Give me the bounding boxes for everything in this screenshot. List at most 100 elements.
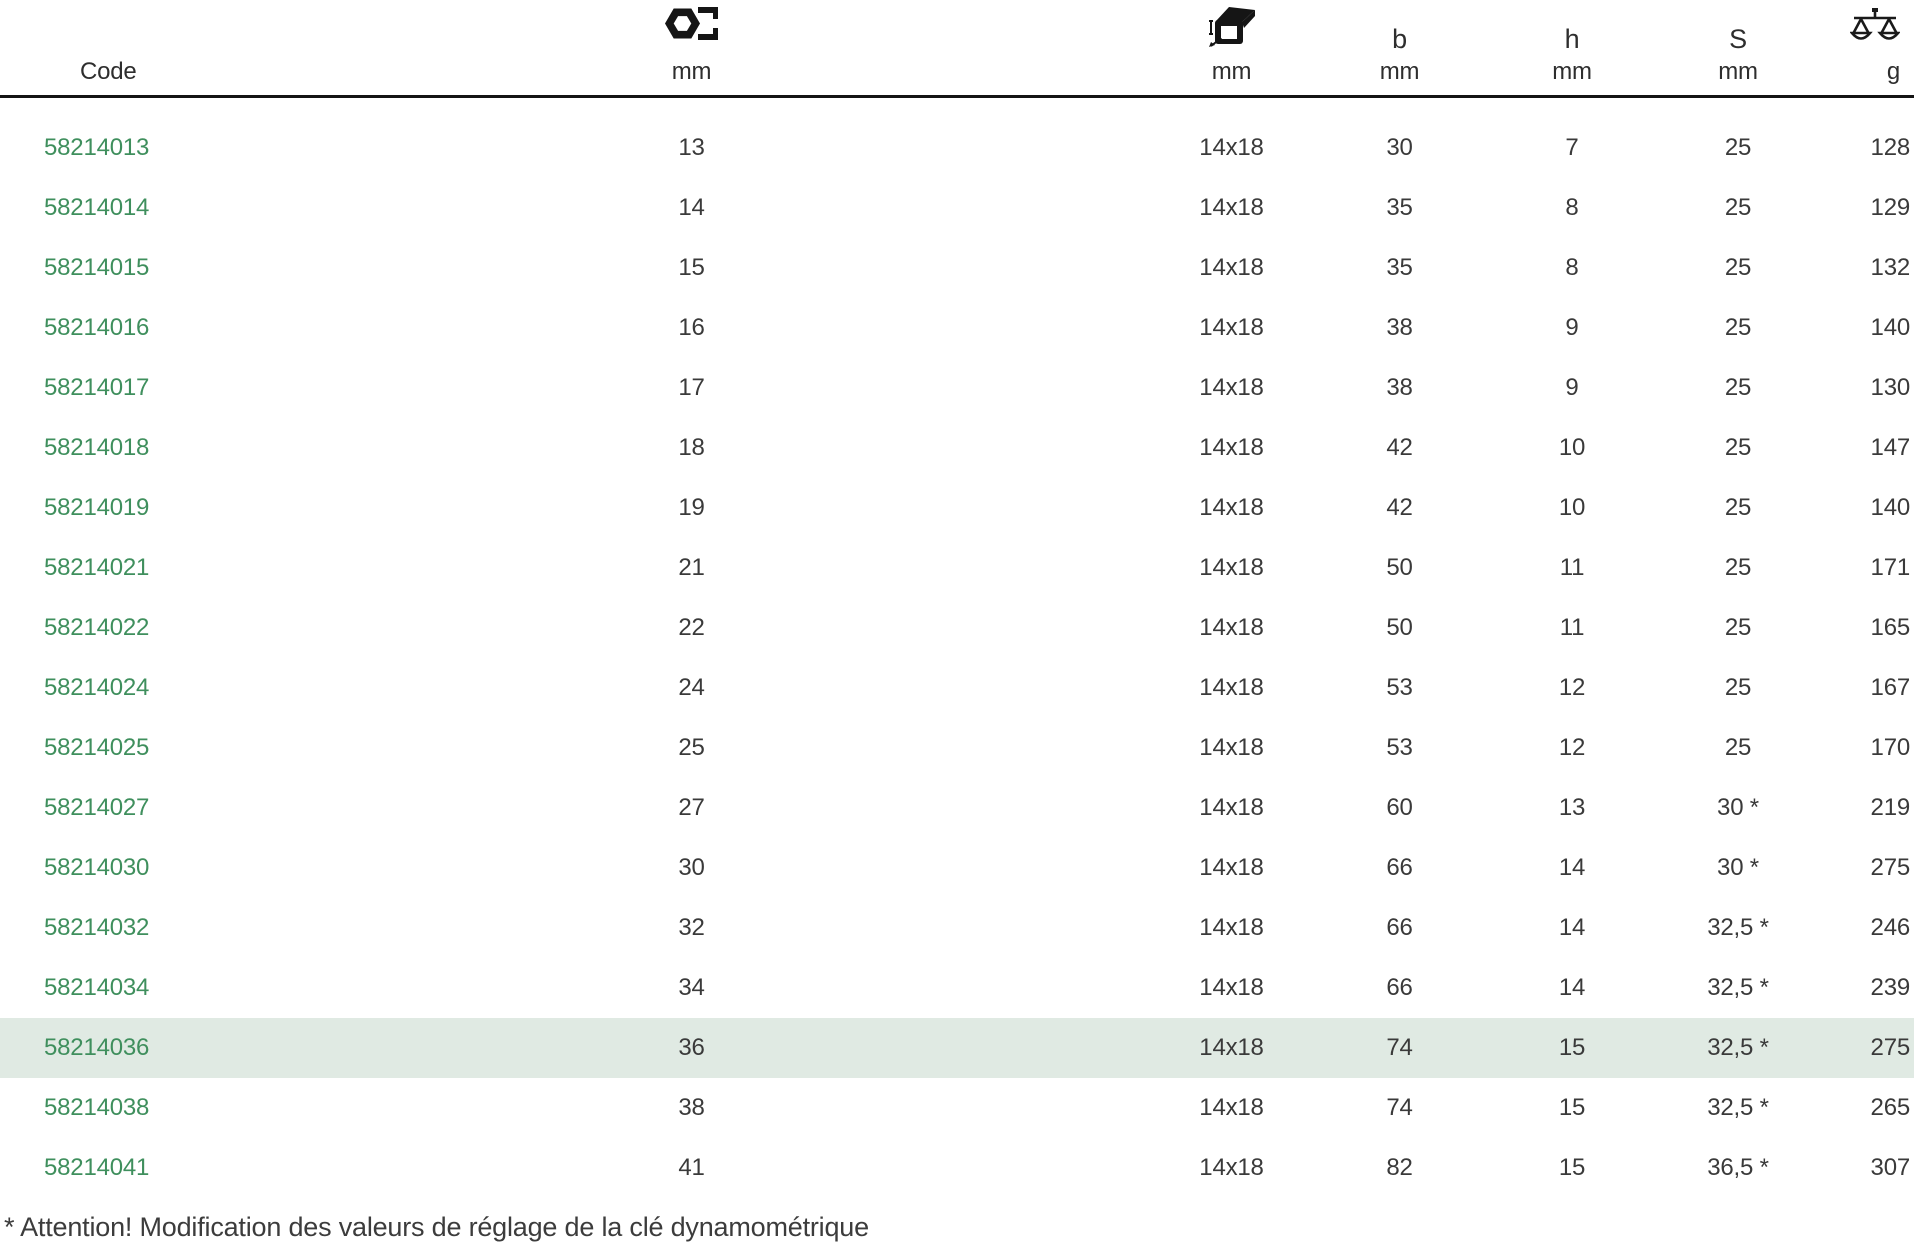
drive-size-value: 14x18 — [1199, 1094, 1264, 1121]
opening-size-value: 36 — [678, 1034, 705, 1061]
h-dimension-value: 7 — [1565, 134, 1579, 161]
b-dimension-value: 60 — [1386, 794, 1413, 821]
opening-size-value: 41 — [678, 1154, 705, 1181]
s-dimension-value: 32,5 * — [1707, 914, 1769, 941]
weight-value: 275 — [1870, 854, 1911, 881]
opening-size-value: 32 — [678, 914, 705, 941]
opening-size-value: 38 — [678, 1094, 705, 1121]
weight-value: 170 — [1870, 734, 1911, 761]
b-header-label: b — [1392, 24, 1407, 54]
weight-value: 171 — [1870, 554, 1911, 581]
table-row: 58214017 17 14x18 38 9 25 130 — [0, 358, 1914, 418]
h-dimension-value: 11 — [1559, 614, 1585, 641]
table-header: Code mm — [0, 0, 1914, 98]
h-dimension-value: 12 — [1558, 734, 1586, 761]
b-dimension-value: 42 — [1386, 494, 1413, 521]
table-row: 58214041 41 14x18 82 15 36,5 * 307 — [0, 1138, 1914, 1198]
b-dimension-value: 50 — [1386, 554, 1413, 581]
product-code-link[interactable]: 58214019 — [44, 494, 150, 521]
s-dimension-value: 32,5 * — [1707, 1094, 1769, 1121]
weight-value: 132 — [1870, 254, 1911, 281]
product-code-link[interactable]: 58214041 — [44, 1154, 150, 1181]
h-dimension-value: 12 — [1558, 674, 1586, 701]
drive-size-value: 14x18 — [1199, 314, 1264, 341]
square-drive-icon — [1208, 0, 1256, 55]
s-dimension-value: 25 — [1724, 494, 1752, 521]
header-spacer — [0, 98, 1914, 118]
b-dimension-value: 38 — [1386, 374, 1413, 401]
product-code-link[interactable]: 58214014 — [44, 194, 150, 221]
opening-size-value: 18 — [678, 434, 705, 461]
product-code-link[interactable]: 58214016 — [44, 314, 150, 341]
column-header-b: b mm — [1314, 0, 1485, 96]
product-code-link[interactable]: 58214013 — [44, 134, 150, 161]
opening-size-value: 24 — [678, 674, 705, 701]
column-header-opening: mm — [420, 0, 963, 96]
weight-value: 167 — [1870, 674, 1911, 701]
table-row: 58214032 32 14x18 66 14 32,5 * 246 — [0, 898, 1914, 958]
table-row: 58214024 24 14x18 53 12 25 167 — [0, 658, 1914, 718]
product-code-link[interactable]: 58214034 — [44, 974, 150, 1001]
weight-value: 140 — [1870, 314, 1911, 341]
b-dimension-value: 66 — [1386, 974, 1413, 1001]
opening-size-value: 34 — [678, 974, 705, 1001]
product-code-link[interactable]: 58214017 — [44, 374, 150, 401]
drive-size-value: 14x18 — [1199, 854, 1264, 881]
product-code-link[interactable]: 58214022 — [44, 614, 150, 641]
h-dimension-value: 15 — [1558, 1094, 1586, 1121]
product-code-link[interactable]: 58214015 — [44, 254, 150, 281]
drive-size-value: 14x18 — [1199, 554, 1264, 581]
s-dimension-value: 25 — [1724, 434, 1752, 461]
drive-size-value: 14x18 — [1199, 374, 1264, 401]
s-dimension-value: 30 * — [1717, 854, 1759, 881]
weight-value: 246 — [1870, 914, 1911, 941]
product-code-link[interactable]: 58214018 — [44, 434, 150, 461]
scale-icon — [1849, 6, 1901, 55]
table-row: 58214034 34 14x18 66 14 32,5 * 239 — [0, 958, 1914, 1018]
drive-size-value: 14x18 — [1199, 974, 1264, 1001]
table-row: 58214019 19 14x18 42 10 25 140 — [0, 478, 1914, 538]
table-row: 58214018 18 14x18 42 10 25 147 — [0, 418, 1914, 478]
s-dimension-value: 25 — [1724, 314, 1752, 341]
drive-size-value: 14x18 — [1199, 1034, 1264, 1061]
table-row: 58214016 16 14x18 38 9 25 140 — [0, 298, 1914, 358]
drive-size-value: 14x18 — [1199, 134, 1264, 161]
weight-value: 239 — [1870, 974, 1911, 1001]
table-row: 58214022 22 14x18 50 11 25 165 — [0, 598, 1914, 658]
weight-value: 307 — [1870, 1154, 1911, 1181]
opening-size-value: 25 — [678, 734, 705, 761]
b-dimension-value: 53 — [1386, 734, 1413, 761]
product-code-link[interactable]: 58214027 — [44, 794, 150, 821]
opening-size-value: 21 — [678, 554, 705, 581]
drive-size-value: 14x18 — [1199, 194, 1264, 221]
table-row: 58214027 27 14x18 60 13 30 * 219 — [0, 778, 1914, 838]
b-dimension-value: 50 — [1386, 614, 1413, 641]
table-row: 58214030 30 14x18 66 14 30 * 275 — [0, 838, 1914, 898]
product-code-link[interactable]: 58214030 — [44, 854, 150, 881]
h-dimension-value: 14 — [1558, 914, 1586, 941]
h-dimension-value: 10 — [1558, 434, 1586, 461]
column-header-weight: g — [1817, 0, 1914, 96]
s-dimension-value: 25 — [1724, 134, 1752, 161]
asterisk-footnote: * Attention! Modification des valeurs de… — [4, 1212, 869, 1242]
opening-unit-label: mm — [671, 58, 712, 85]
product-code-link[interactable]: 58214032 — [44, 914, 150, 941]
product-code-link[interactable]: 58214036 — [44, 1034, 150, 1061]
h-dimension-value: 8 — [1565, 194, 1579, 221]
h-dimension-value: 9 — [1565, 314, 1579, 341]
s-dimension-value: 25 — [1724, 254, 1752, 281]
product-code-link[interactable]: 58214021 — [44, 554, 150, 581]
weight-value: 129 — [1870, 194, 1911, 221]
s-unit-label: mm — [1718, 58, 1758, 85]
weight-value: 265 — [1870, 1094, 1911, 1121]
product-code-link[interactable]: 58214038 — [44, 1094, 150, 1121]
s-header-label: S — [1729, 24, 1747, 54]
h-dimension-value: 11 — [1559, 554, 1585, 581]
product-code-link[interactable]: 58214025 — [44, 734, 150, 761]
h-dimension-value: 14 — [1558, 974, 1586, 1001]
product-code-link[interactable]: 58214024 — [44, 674, 150, 701]
h-dimension-value: 13 — [1558, 794, 1586, 821]
table-row: 58214036 36 14x18 74 15 32,5 * 275 — [0, 1018, 1914, 1078]
weight-value: 130 — [1870, 374, 1911, 401]
s-dimension-value: 25 — [1724, 734, 1752, 761]
